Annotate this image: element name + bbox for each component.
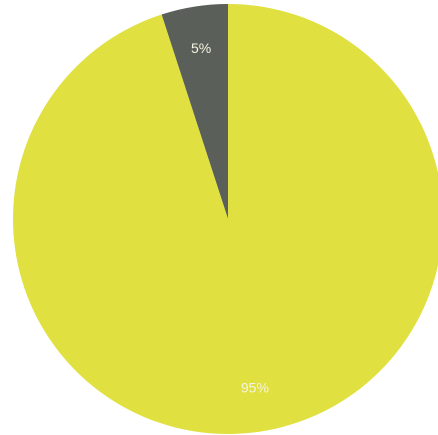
pie-slice-95pct xyxy=(13,4,438,434)
slice-label-95pct: 95% xyxy=(241,380,269,396)
slice-label-5pct: 5% xyxy=(191,40,211,56)
pie-slice-5pct xyxy=(161,4,228,219)
